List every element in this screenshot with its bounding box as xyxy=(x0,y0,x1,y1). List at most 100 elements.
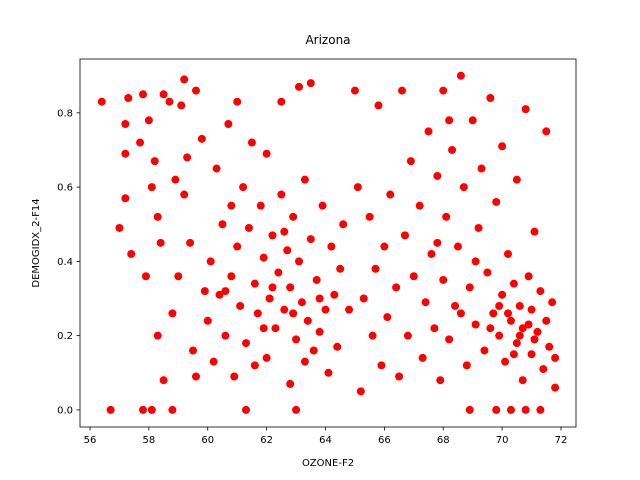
point xyxy=(262,149,271,158)
point xyxy=(144,116,153,125)
point xyxy=(191,86,200,95)
point xyxy=(456,71,465,80)
x-tick-label: 60 xyxy=(201,435,214,446)
point xyxy=(147,183,156,192)
point xyxy=(191,372,200,381)
point xyxy=(495,301,504,310)
point xyxy=(306,79,315,88)
point xyxy=(206,257,215,266)
point xyxy=(156,238,165,247)
point xyxy=(189,346,198,355)
point xyxy=(321,305,330,314)
x-tick-label: 70 xyxy=(496,435,509,446)
point xyxy=(153,331,162,340)
x-tick-label: 62 xyxy=(260,435,273,446)
point xyxy=(227,272,236,281)
point xyxy=(200,287,209,296)
point xyxy=(180,190,189,199)
point xyxy=(456,309,465,318)
point xyxy=(451,301,460,310)
point xyxy=(339,220,348,229)
point xyxy=(203,316,212,325)
point xyxy=(548,298,557,307)
point xyxy=(297,298,306,307)
point xyxy=(165,97,174,106)
point xyxy=(462,361,471,370)
point xyxy=(262,353,271,362)
point xyxy=(333,342,342,351)
point xyxy=(286,379,295,388)
point xyxy=(545,342,554,351)
point xyxy=(138,90,147,99)
point xyxy=(483,268,492,277)
point xyxy=(509,350,518,359)
point xyxy=(280,305,289,314)
point xyxy=(350,86,359,95)
point xyxy=(236,301,245,310)
point xyxy=(409,272,418,281)
point xyxy=(253,309,262,318)
point xyxy=(383,313,392,322)
point xyxy=(168,405,177,414)
point xyxy=(433,171,442,180)
point xyxy=(233,242,242,251)
point xyxy=(371,264,380,273)
point xyxy=(197,134,206,143)
points xyxy=(97,71,560,414)
point xyxy=(480,346,489,355)
point xyxy=(368,331,377,340)
point xyxy=(380,242,389,251)
point xyxy=(168,309,177,318)
point xyxy=(504,249,513,258)
point xyxy=(233,97,242,106)
point xyxy=(501,357,510,366)
point xyxy=(353,183,362,192)
point xyxy=(289,212,298,221)
point xyxy=(486,93,495,102)
point xyxy=(442,212,451,221)
point xyxy=(274,268,283,277)
point xyxy=(209,357,218,366)
point xyxy=(445,335,454,344)
x-tick-label: 58 xyxy=(143,435,156,446)
point xyxy=(365,212,374,221)
point xyxy=(477,164,486,173)
point xyxy=(283,246,292,255)
point xyxy=(186,238,195,247)
point xyxy=(492,197,501,206)
point xyxy=(312,275,321,284)
point xyxy=(474,223,483,232)
point xyxy=(230,372,239,381)
point xyxy=(539,365,548,374)
point xyxy=(492,405,501,414)
x-tick-label: 66 xyxy=(378,435,391,446)
point xyxy=(471,320,480,329)
point xyxy=(424,127,433,136)
point xyxy=(506,405,515,414)
point xyxy=(124,93,133,102)
point xyxy=(121,119,130,128)
point xyxy=(259,324,268,333)
point xyxy=(536,405,545,414)
point xyxy=(300,357,309,366)
plot-frame xyxy=(79,58,577,428)
point xyxy=(468,116,477,125)
point xyxy=(436,376,445,385)
point xyxy=(530,227,539,236)
point xyxy=(406,157,415,166)
point xyxy=(395,372,404,381)
point xyxy=(421,298,430,307)
point xyxy=(277,97,286,106)
point xyxy=(318,201,327,210)
point xyxy=(386,190,395,199)
point xyxy=(259,253,268,262)
point xyxy=(265,294,274,303)
point xyxy=(433,238,442,247)
x-axis-label: OZONE-F2 xyxy=(302,458,354,469)
point xyxy=(239,183,248,192)
point xyxy=(256,201,265,210)
point xyxy=(327,242,336,251)
point xyxy=(524,320,533,329)
point xyxy=(97,97,106,106)
point xyxy=(250,361,259,370)
